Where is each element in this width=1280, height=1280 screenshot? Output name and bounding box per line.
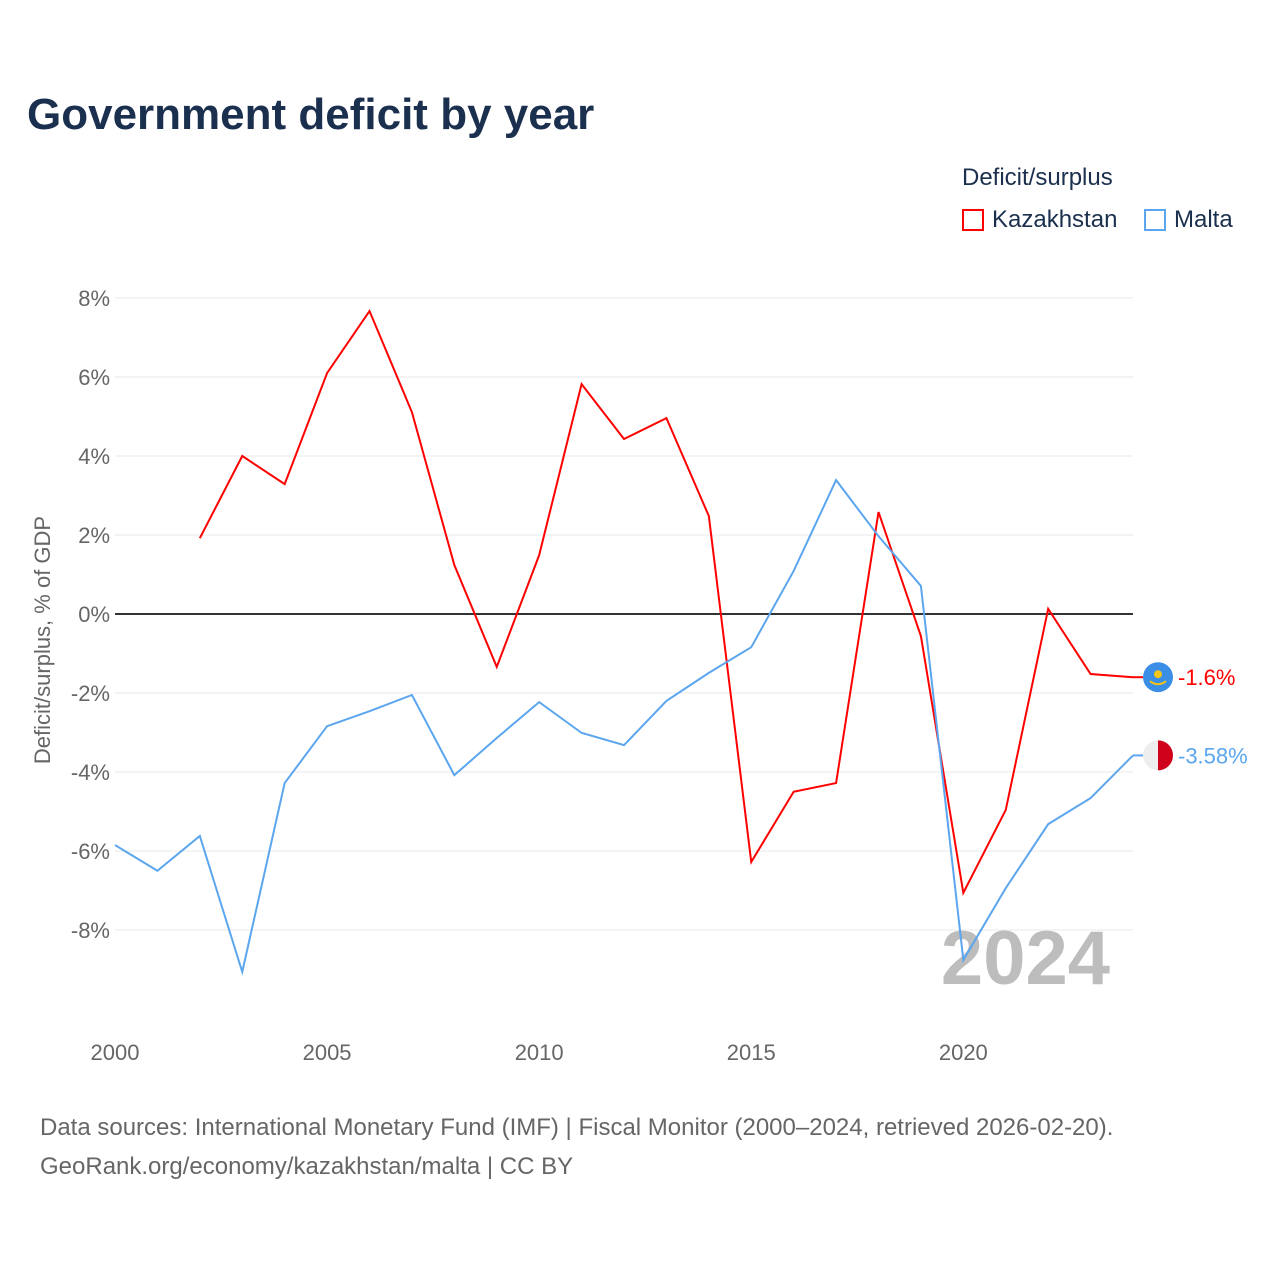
legend-label: Kazakhstan xyxy=(992,206,1118,233)
y-tick-label: -8% xyxy=(71,918,110,943)
y-tick-label: -6% xyxy=(71,839,110,864)
source-text: Data sources: International Monetary Fun… xyxy=(40,1114,1114,1141)
legend-item-malta[interactable]: Malta xyxy=(1144,206,1233,234)
year-watermark: 2024 xyxy=(941,916,1110,1001)
y-tick-label: 0% xyxy=(78,602,110,627)
x-tick-label: 2010 xyxy=(515,1040,564,1065)
series-line-malta xyxy=(114,478,1134,976)
legend-item-kazakhstan[interactable]: Kazakhstan xyxy=(962,206,1117,234)
flag-eagle xyxy=(1149,680,1167,686)
series-line-kazakhstan xyxy=(198,308,1134,897)
chart-area: 8% 6% 4% 2% 0% -2% -4% -6% -8% 2000 2005 2010 2015 20… xyxy=(30,286,1248,1065)
y-tick-label: -2% xyxy=(71,681,110,706)
y-tick-label: 6% xyxy=(78,365,110,390)
x-tick-label: 2015 xyxy=(727,1040,776,1065)
y-tick-label: -4% xyxy=(71,760,110,785)
flag-sun xyxy=(1154,670,1162,679)
legend-swatch xyxy=(962,209,984,231)
y-tick-label: 2% xyxy=(78,523,110,548)
legend-label: Malta xyxy=(1174,206,1233,233)
footer: Data sources: International Monetary Fun… xyxy=(40,1108,1113,1186)
legend-title: Deficit/surplus xyxy=(962,164,1113,191)
x-tick-label: 2020 xyxy=(939,1040,988,1065)
y-tick-label: 4% xyxy=(78,444,110,469)
legend-swatch xyxy=(1144,209,1166,231)
y-axis-label: Deficit/surplus, % of GDP xyxy=(30,516,55,764)
source-link[interactable]: GeoRank.org/economy/kazakhstan/malta | C… xyxy=(40,1153,574,1180)
chart-title: Government deficit by year xyxy=(27,90,595,139)
x-tick-label: 2005 xyxy=(303,1040,352,1065)
y-tick-label: 8% xyxy=(78,286,110,311)
x-tick-label: 2000 xyxy=(91,1040,140,1065)
end-value-label: -3.58% xyxy=(1178,743,1248,768)
flag-red-half xyxy=(1158,740,1174,771)
end-value-label: -1.6% xyxy=(1178,665,1235,690)
